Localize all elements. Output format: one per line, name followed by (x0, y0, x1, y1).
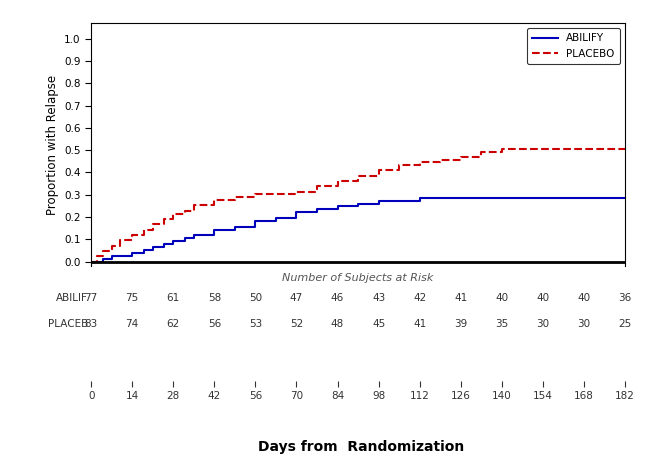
ABILIFY (181, 235, 189, 241)
PLACEBO (436, 157, 444, 162)
Text: 45: 45 (372, 319, 385, 329)
Text: 30: 30 (577, 319, 590, 329)
Text: 41: 41 (454, 293, 467, 303)
Text: 75: 75 (126, 293, 139, 303)
PLACEBO (99, 248, 107, 254)
Text: 30: 30 (536, 319, 549, 329)
PLACEBO (210, 197, 218, 203)
Text: 46: 46 (331, 293, 344, 303)
Legend: ABILIFY, PLACEBO: ABILIFY, PLACEBO (527, 28, 620, 64)
ABILIFY (251, 218, 259, 224)
Line: PLACEBO: PLACEBO (91, 149, 625, 262)
PLACEBO (108, 243, 116, 248)
ABILIFY (210, 227, 218, 232)
PLACEBO (395, 162, 403, 168)
Text: 36: 36 (618, 293, 631, 303)
ABILIFY (108, 253, 116, 259)
PLACEBO (169, 211, 177, 216)
Text: 40: 40 (536, 293, 549, 303)
Text: 39: 39 (454, 319, 467, 329)
Text: 61: 61 (167, 293, 180, 303)
ABILIFY (416, 195, 424, 201)
PLACEBO (161, 216, 169, 222)
PLACEBO (87, 259, 95, 264)
PLACEBO (149, 222, 157, 227)
PLACEBO (93, 254, 101, 259)
ABILIFY (149, 245, 157, 250)
Text: 77: 77 (85, 293, 98, 303)
ABILIFY (292, 209, 300, 215)
ABILIFY (621, 195, 629, 201)
Text: 50: 50 (249, 293, 262, 303)
Text: 48: 48 (331, 319, 344, 329)
ABILIFY (161, 241, 169, 247)
PLACEBO (117, 238, 124, 243)
PLACEBO (313, 184, 321, 189)
PLACEBO (140, 227, 148, 232)
Text: 47: 47 (290, 293, 303, 303)
ABILIFY (190, 233, 198, 238)
PLACEBO (375, 168, 383, 173)
ABILIFY (333, 204, 341, 209)
Text: 25: 25 (618, 319, 631, 329)
Text: PLACEB: PLACEB (48, 319, 88, 329)
PLACEBO (416, 159, 424, 165)
Text: 41: 41 (413, 319, 426, 329)
PLACEBO (292, 189, 300, 195)
Y-axis label: Proportion with Relapse: Proportion with Relapse (46, 74, 59, 215)
PLACEBO (128, 232, 136, 238)
PLACEBO (477, 149, 485, 154)
Text: 53: 53 (249, 319, 262, 329)
Text: 42: 42 (413, 293, 426, 303)
PLACEBO (231, 195, 239, 200)
PLACEBO (190, 202, 198, 208)
PLACEBO (181, 208, 189, 213)
Text: 43: 43 (372, 293, 385, 303)
PLACEBO (621, 146, 629, 151)
Text: Number of Subjects at Risk: Number of Subjects at Risk (283, 273, 434, 283)
ABILIFY (87, 259, 95, 264)
ABILIFY (457, 195, 465, 201)
PLACEBO (251, 191, 259, 197)
PLACEBO (457, 154, 465, 160)
Text: 58: 58 (208, 293, 221, 303)
Text: Days from  Randomization: Days from Randomization (258, 440, 464, 454)
PLACEBO (498, 146, 506, 151)
Line: ABILIFY: ABILIFY (91, 198, 625, 262)
ABILIFY (375, 198, 383, 203)
ABILIFY (272, 215, 280, 221)
PLACEBO (354, 173, 362, 179)
ABILIFY (169, 239, 177, 244)
Text: 52: 52 (290, 319, 303, 329)
Text: 35: 35 (495, 319, 508, 329)
ABILIFY (99, 256, 107, 262)
Text: 40: 40 (577, 293, 590, 303)
PLACEBO (333, 178, 341, 184)
Text: 56: 56 (208, 319, 221, 329)
PLACEBO (539, 146, 547, 151)
ABILIFY (140, 247, 148, 253)
ABILIFY (354, 201, 362, 206)
Text: 62: 62 (167, 319, 180, 329)
Text: 83: 83 (85, 319, 98, 329)
Text: ABILIF: ABILIF (57, 293, 88, 303)
Text: 74: 74 (126, 319, 139, 329)
Text: 40: 40 (495, 293, 508, 303)
ABILIFY (231, 224, 239, 230)
ABILIFY (313, 207, 321, 212)
ABILIFY (128, 250, 136, 256)
